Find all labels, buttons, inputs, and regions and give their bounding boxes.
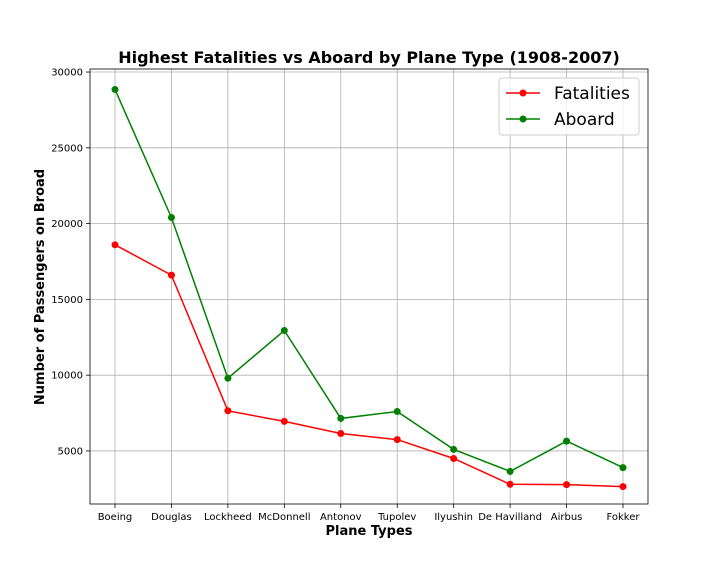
fatalities-line [114, 244, 624, 488]
fatalities-point [224, 407, 232, 415]
x-tick-label: Ilyushin [434, 512, 473, 523]
fatalities-point [280, 417, 288, 425]
fatalities-point [167, 271, 175, 279]
x-tick-label: Lockheed [204, 512, 252, 523]
legend-marker-aboard [519, 115, 527, 123]
y-tick-label: 10000 [51, 371, 83, 382]
legend-item-aboard: Aboard [506, 110, 615, 130]
x-tick-label: Fokker [606, 512, 640, 523]
legend-marker-fatalities [519, 89, 527, 97]
fatalities-point [111, 241, 119, 249]
fatalities-point [619, 483, 627, 491]
x-tick-label: McDonnell [258, 512, 310, 523]
legend-label-aboard: Aboard [554, 110, 615, 130]
x-tick-label: Tupolev [377, 512, 416, 523]
series-aboard [111, 85, 627, 475]
x-tick-label: Airbus [551, 512, 583, 523]
fatalities-point [337, 430, 345, 438]
y-axis-label: Number of Passengers on Broad [33, 169, 48, 405]
aboard-point [280, 326, 288, 334]
aboard-line [114, 89, 624, 473]
aboard-point [393, 408, 401, 416]
aboard-point [337, 414, 345, 422]
y-tick-label: 5000 [58, 446, 83, 457]
x-tick-label: Boeing [98, 512, 133, 523]
x-tick-label: Douglas [151, 512, 192, 523]
x-axis-label: Plane Types [325, 524, 412, 539]
series-layer [111, 85, 627, 491]
chart-title: Highest Fatalities vs Aboard by Plane Ty… [118, 48, 620, 67]
y-tick-label: 25000 [51, 143, 83, 154]
x-axis-ticks: Boeing Douglas Lockheed McDonnell Antonov Tup… [98, 504, 640, 523]
y-tick-label: 30000 [51, 68, 83, 79]
y-tick-label: 15000 [51, 295, 83, 306]
grid-lines [90, 69, 648, 504]
fatalities-point [393, 436, 401, 444]
legend-item-fatalities: Fatalities [506, 84, 630, 104]
legend-label-fatalities: Fatalities [554, 84, 630, 104]
series-fatalities [111, 241, 627, 491]
fatalities-point [450, 455, 458, 463]
x-tick-label: De Havilland [478, 512, 542, 523]
aboard-point [563, 437, 571, 445]
aboard-point [506, 467, 514, 475]
aboard-point [450, 445, 458, 453]
fatalities-point [563, 481, 571, 489]
plot-area-frame [89, 68, 649, 505]
x-tick-label: Antonov [320, 512, 362, 523]
legend: Fatalities Aboard [498, 77, 640, 136]
fatalities-point [506, 480, 514, 488]
aboard-point [224, 374, 232, 382]
aboard-point [167, 214, 175, 222]
aboard-point [111, 85, 119, 93]
y-tick-label: 20000 [51, 219, 83, 230]
aboard-point [619, 464, 627, 472]
y-axis-ticks: 5000 10000 15000 20000 25000 30000 [51, 68, 90, 457]
